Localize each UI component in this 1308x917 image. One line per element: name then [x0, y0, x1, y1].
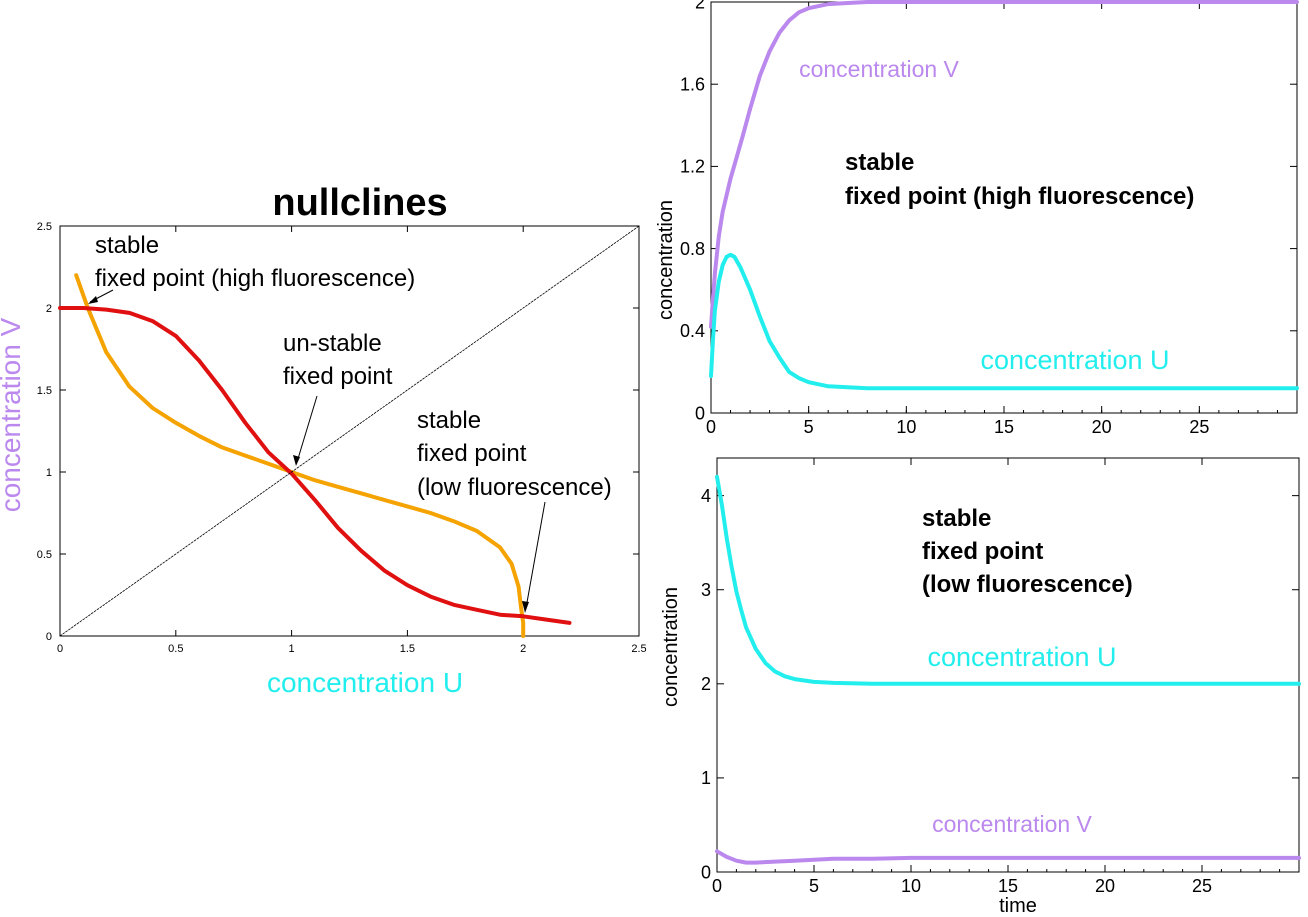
annotation-unstable-fixed-point: un-stable fixed point	[283, 330, 393, 466]
series-concentration-u-line	[715, 474, 1301, 686]
low-fluorescence-chart: 0 5 10 15 20 25 0 1 2 3 4 concentration time conc…	[660, 457, 1301, 917]
annotation-line: fixed point	[283, 363, 393, 390]
x-tick-label: 20	[1092, 417, 1112, 437]
arrow-head	[293, 455, 300, 466]
diagonal-line	[59, 225, 640, 637]
annotation-line: fixed point	[417, 440, 527, 467]
series-label-u: concentration U	[980, 345, 1169, 375]
annotation-line: stable	[922, 505, 991, 532]
arrow-head	[522, 601, 529, 613]
high-fluorescence-chart: 0 5 10 15 20 25 0 0.4 0.8 1.2 1.6 2 concentration …	[655, 0, 1299, 437]
plot-lines	[715, 474, 1301, 865]
annotation-arrow	[296, 395, 318, 463]
x-ticks: 0 5 10 15 20 25	[712, 458, 1300, 896]
x-tick-label: 15	[998, 876, 1018, 896]
y-tick-label: 1.5	[37, 385, 52, 397]
x-tick-label: 2	[520, 643, 526, 655]
series-concentration-v-line	[709, 0, 1299, 329]
y-axis-label: concentration V	[0, 317, 26, 512]
x-tick-label: 0.5	[168, 643, 183, 655]
annotation-line: stable	[417, 407, 481, 434]
annotation-line: fixed point	[922, 538, 1043, 565]
y-tick-label: 1	[46, 467, 52, 479]
y-tick-label: 1	[701, 768, 711, 788]
series-label-u: concentration U	[927, 642, 1116, 672]
x-tick-label: 5	[809, 876, 819, 896]
y-tick-label: 2	[695, 0, 705, 12]
y-tick-label: 2	[46, 303, 52, 315]
annotation-line: fixed point (high fluorescence)	[845, 183, 1194, 210]
annotation-arrow	[525, 501, 546, 609]
series-label-v: concentration V	[799, 56, 959, 82]
annotation-line: fixed point (high fluorescence)	[95, 265, 415, 292]
series-concentration-u-line	[709, 252, 1299, 391]
x-tick-label: 0	[706, 417, 716, 437]
y-tick-label: 4	[701, 486, 711, 506]
y-tick-label: 0	[701, 862, 711, 882]
annotation-line: un-stable	[283, 330, 382, 357]
arrow-head	[88, 296, 98, 304]
y-tick-label: 0.8	[680, 239, 705, 259]
x-tick-label: 25	[1189, 417, 1209, 437]
x-tick-label: 15	[994, 417, 1014, 437]
x-tick-label: 1	[289, 643, 295, 655]
u-nullcline-line	[74, 273, 526, 638]
y-tick-label: 3	[701, 580, 711, 600]
x-tick-label: 2.5	[631, 643, 646, 655]
series-concentration-v-line	[715, 849, 1301, 865]
y-tick-label: 2	[701, 674, 711, 694]
x-tick-label: 25	[1192, 876, 1212, 896]
x-tick-label: 10	[896, 417, 916, 437]
chart-title: nullclines	[272, 182, 447, 224]
y-tick-label: 0	[46, 631, 52, 643]
x-ticks: 0 5 10 15 20 25	[706, 2, 1298, 437]
annotation-line: stable	[845, 149, 914, 176]
y-axis-label: concentration	[655, 200, 677, 320]
x-tick-label: 5	[804, 417, 814, 437]
x-tick-label: 10	[901, 876, 921, 896]
x-tick-label: 1.5	[400, 643, 415, 655]
annotation-high-fixed-point: stable fixed point (high fluorescence)	[88, 232, 415, 304]
y-ticks: 0 0.5 1 1.5 2 2.5	[37, 221, 639, 643]
x-axis-label: concentration U	[267, 667, 463, 698]
annotation-line: (low fluorescence)	[417, 474, 612, 501]
plot-frame	[59, 225, 640, 637]
y-tick-label: 0	[695, 403, 705, 423]
annotation-line: stable	[95, 232, 159, 259]
y-tick-label: 1.6	[680, 75, 705, 95]
y-tick-label: 1.2	[680, 157, 705, 177]
x-tick-label: 0	[57, 643, 63, 655]
series-label-v: concentration V	[932, 811, 1092, 837]
y-tick-label: 0.5	[37, 549, 52, 561]
y-tick-label: 2.5	[37, 221, 52, 233]
plot-lines	[709, 0, 1299, 391]
y-axis-label: concentration	[660, 587, 682, 707]
nullclines-chart: nullclines 0 0.5 1 1.5 2 2.5 0 0.5 1 1.5 2 2.5 con…	[0, 182, 647, 698]
x-axis-label: time	[999, 895, 1037, 917]
y-tick-label: 0.4	[680, 321, 705, 341]
plot-lines	[58, 225, 640, 638]
annotation-low-fixed-point: stable fixed point (low fluorescence)	[417, 407, 612, 613]
x-tick-label: 0	[712, 876, 722, 896]
x-tick-label: 20	[1095, 876, 1115, 896]
annotation-line: (low fluorescence)	[922, 571, 1133, 598]
v-nullcline-line	[58, 306, 572, 625]
y-ticks: 0 0.4 0.8 1.2 1.6 2	[680, 0, 1297, 423]
